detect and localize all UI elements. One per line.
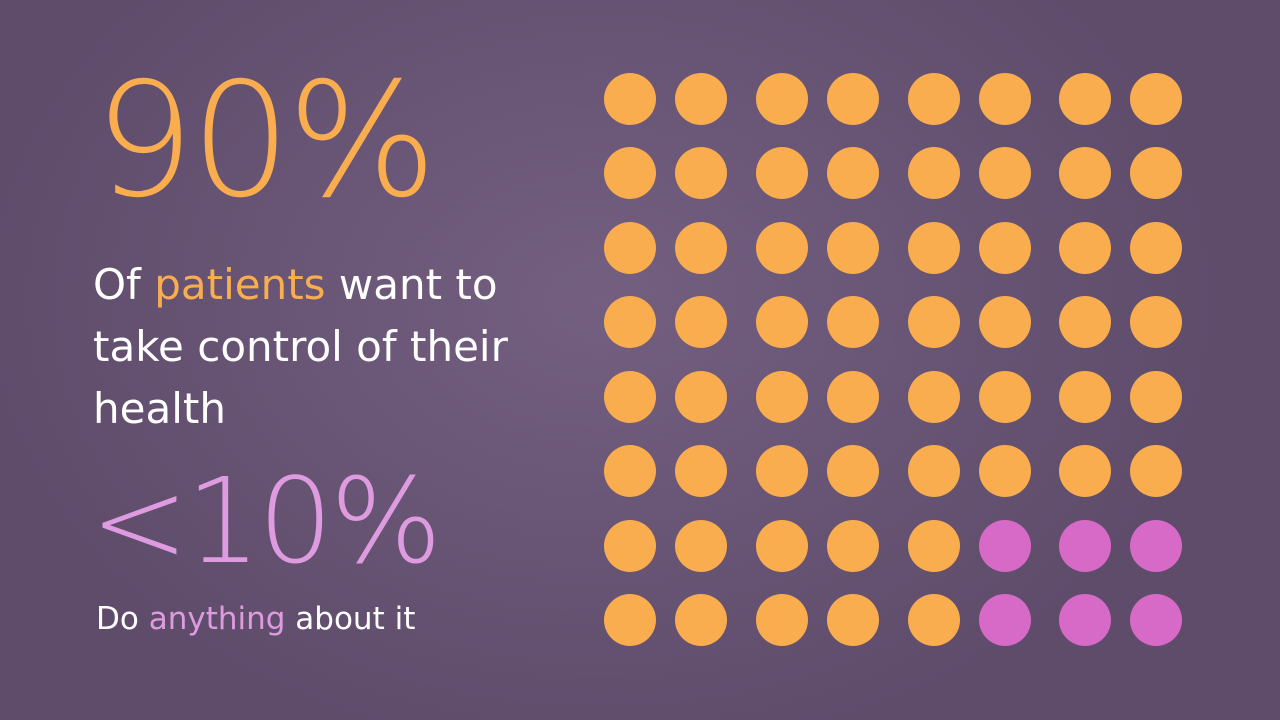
- waffle-dot-orange: [756, 520, 808, 572]
- stat-90-percent: 90%: [94, 49, 437, 233]
- waffle-dot-orange: [756, 222, 808, 274]
- waffle-dot-orange: [979, 73, 1031, 125]
- waffle-dot-orange: [675, 147, 727, 199]
- waffle-dot-orange: [908, 594, 960, 646]
- stat-10-description: Do anything about it: [96, 598, 415, 640]
- waffle-dot-orange: [604, 594, 656, 646]
- waffle-dot-orange: [604, 520, 656, 572]
- waffle-dot-pink: [1059, 520, 1111, 572]
- waffle-dot-orange: [908, 222, 960, 274]
- waffle-dot-orange: [756, 147, 808, 199]
- waffle-dot-orange: [827, 520, 879, 572]
- waffle-dot-orange: [908, 445, 960, 497]
- waffle-dot-orange: [675, 73, 727, 125]
- waffle-dot-orange: [675, 520, 727, 572]
- waffle-dot-orange: [675, 222, 727, 274]
- waffle-dot-orange: [908, 520, 960, 572]
- waffle-dot-orange: [675, 445, 727, 497]
- waffle-dot-orange: [1130, 371, 1182, 423]
- waffle-dot-orange: [1130, 73, 1182, 125]
- waffle-dot-orange: [827, 222, 879, 274]
- waffle-dot-orange: [827, 147, 879, 199]
- waffle-dot-orange: [756, 73, 808, 125]
- waffle-dot-orange: [604, 73, 656, 125]
- waffle-dot-orange: [1059, 73, 1111, 125]
- waffle-dot-pink: [1130, 520, 1182, 572]
- waffle-dot-orange: [979, 147, 1031, 199]
- waffle-dot-orange: [1059, 371, 1111, 423]
- waffle-dot-orange: [908, 296, 960, 348]
- waffle-dot-orange: [1130, 445, 1182, 497]
- stat-under-10-percent: <10%: [90, 452, 442, 590]
- waffle-dot-pink: [1130, 594, 1182, 646]
- waffle-dot-orange: [979, 296, 1031, 348]
- waffle-dot-orange: [675, 594, 727, 646]
- waffle-dot-orange: [756, 594, 808, 646]
- waffle-dot-orange: [908, 147, 960, 199]
- waffle-dot-orange: [1059, 445, 1111, 497]
- waffle-dot-orange: [1130, 296, 1182, 348]
- waffle-dot-orange: [1059, 147, 1111, 199]
- waffle-dot-orange: [908, 73, 960, 125]
- stat-10-desc-after: about it: [285, 601, 416, 637]
- waffle-dot-orange: [1130, 147, 1182, 199]
- waffle-dot-orange: [827, 73, 879, 125]
- waffle-dot-orange: [604, 296, 656, 348]
- waffle-dot-orange: [756, 371, 808, 423]
- stat-90-desc-highlight: patients: [154, 260, 326, 309]
- waffle-dot-orange: [604, 371, 656, 423]
- waffle-dot-pink: [1059, 594, 1111, 646]
- waffle-dot-orange: [1130, 222, 1182, 274]
- waffle-dot-orange: [1059, 296, 1111, 348]
- waffle-dot-orange: [979, 445, 1031, 497]
- waffle-dot-orange: [908, 371, 960, 423]
- stat-10-desc-before: Do: [96, 601, 149, 637]
- waffle-dot-orange: [675, 296, 727, 348]
- waffle-dot-orange: [979, 371, 1031, 423]
- waffle-dot-orange: [979, 222, 1031, 274]
- waffle-dot-pink: [979, 520, 1031, 572]
- waffle-dot-orange: [827, 445, 879, 497]
- waffle-dot-orange: [604, 445, 656, 497]
- waffle-dot-orange: [675, 371, 727, 423]
- stat-90-desc-after: want to take control of their health: [93, 260, 508, 433]
- waffle-dot-orange: [604, 147, 656, 199]
- waffle-dot-orange: [756, 445, 808, 497]
- waffle-dot-orange: [756, 296, 808, 348]
- stat-90-description: Of patients want to take control of thei…: [93, 254, 523, 440]
- waffle-dot-orange: [1059, 222, 1111, 274]
- waffle-dot-orange: [604, 222, 656, 274]
- waffle-dot-orange: [827, 371, 879, 423]
- waffle-dot-pink: [979, 594, 1031, 646]
- stat-10-desc-highlight: anything: [148, 601, 286, 637]
- waffle-dot-orange: [827, 594, 879, 646]
- stat-90-desc-before: Of: [93, 260, 155, 309]
- waffle-dot-orange: [827, 296, 879, 348]
